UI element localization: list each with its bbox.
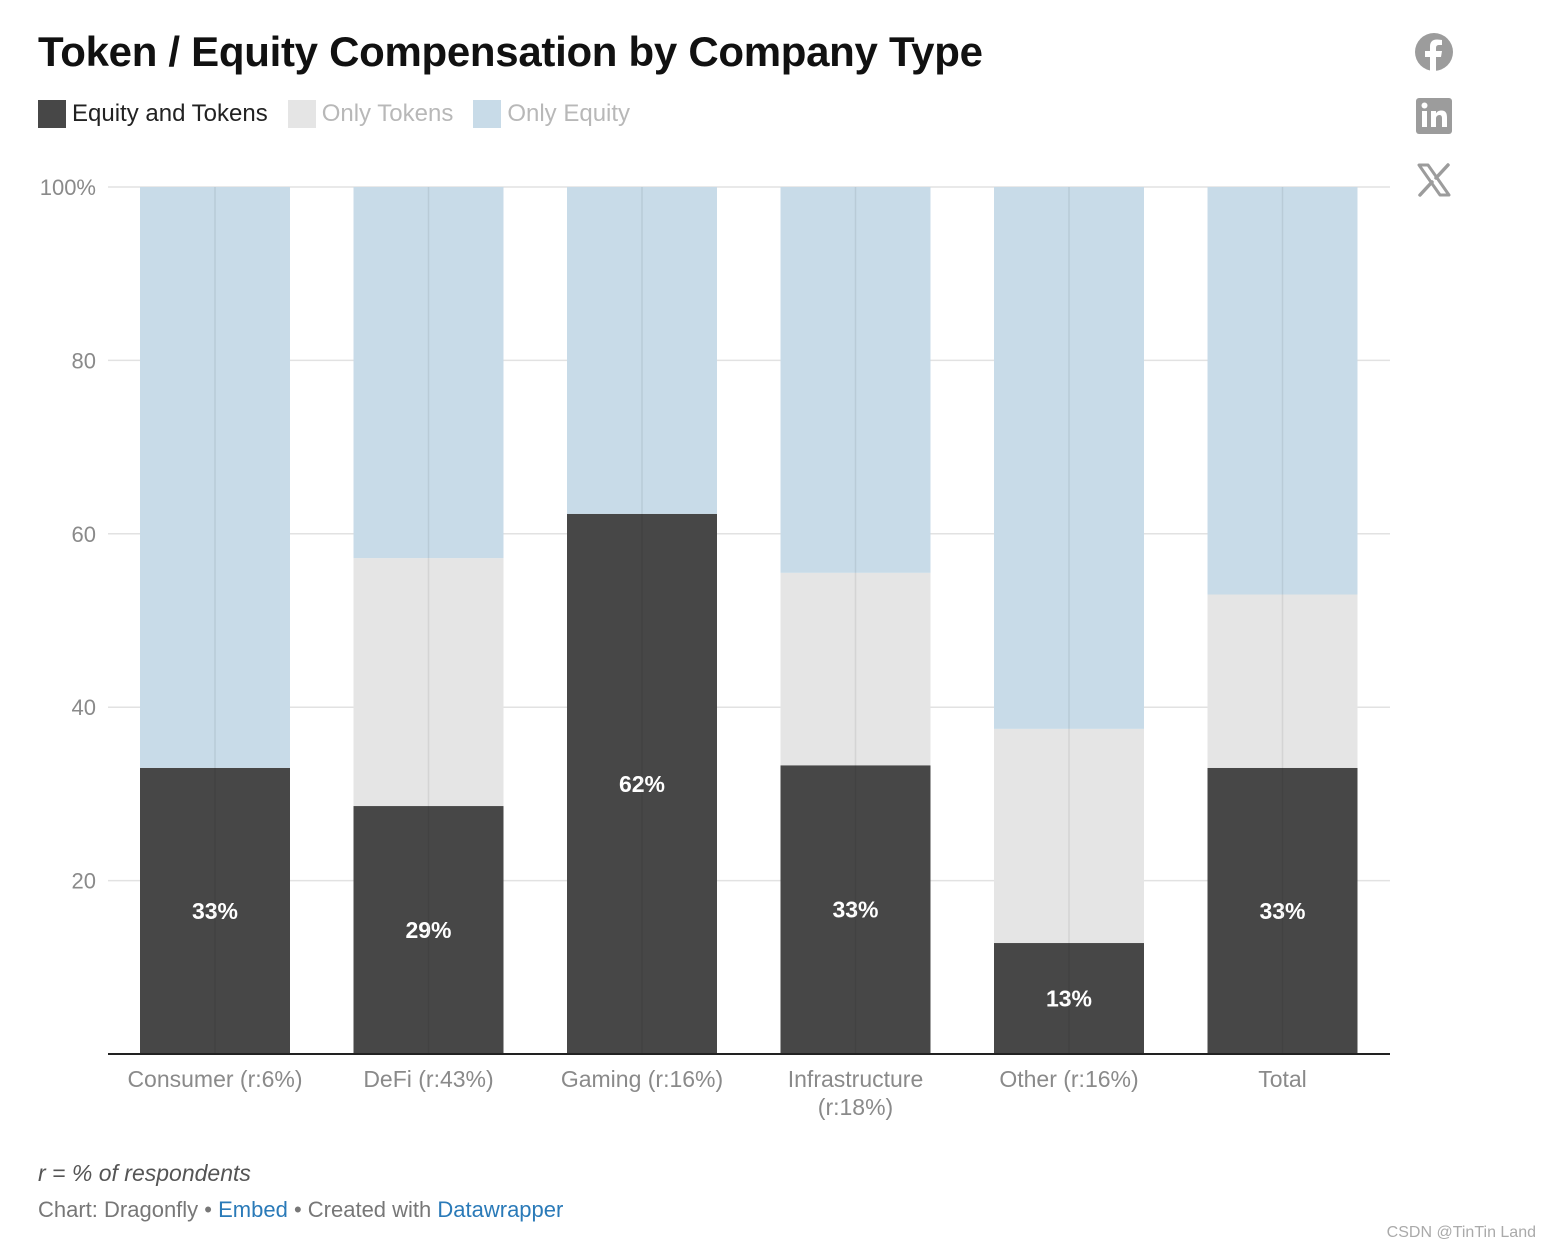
stacked-bar-chart: 20 40 60 80 100% 33% Consumer (r:6%) 29% DeFi (r… bbox=[40, 175, 1390, 1120]
legend-swatch-equity-and-tokens bbox=[38, 100, 66, 128]
y-tick-label: 20 bbox=[72, 869, 96, 894]
legend-item-only-equity[interactable]: Only Equity bbox=[473, 100, 630, 128]
embed-link[interactable]: Embed bbox=[218, 1197, 288, 1222]
legend-item-only-tokens[interactable]: Only Tokens bbox=[287, 100, 454, 128]
bar-segment bbox=[1207, 767, 1358, 1054]
bar-segment bbox=[994, 943, 1144, 1054]
x-category-label: Total bbox=[1258, 1066, 1307, 1092]
x-category-label: (r:18%) bbox=[818, 1094, 893, 1120]
bar-segment bbox=[353, 806, 504, 1054]
footnote: r = % of respondents bbox=[38, 1160, 251, 1186]
bar-segment bbox=[567, 513, 717, 1054]
chart-title: Token / Equity Compensation by Company T… bbox=[38, 28, 983, 75]
bar-segment bbox=[353, 558, 504, 807]
facebook-icon[interactable] bbox=[1412, 30, 1456, 74]
y-tick-label: 100% bbox=[40, 175, 96, 200]
share-buttons bbox=[1410, 30, 1458, 222]
bar-segment bbox=[994, 728, 1144, 944]
bar-segment bbox=[780, 765, 931, 1054]
y-tick-label: 60 bbox=[72, 522, 96, 547]
bar-segment bbox=[994, 187, 1144, 729]
legend: Equity and Tokens Only Tokens Only Equit… bbox=[38, 100, 650, 128]
x-category-label: DeFi (r:43%) bbox=[363, 1066, 493, 1092]
separator: • bbox=[198, 1197, 219, 1222]
data-label: 13% bbox=[1046, 986, 1092, 1012]
bar-segment bbox=[780, 572, 931, 766]
chart-source: Chart: Dragonfly bbox=[38, 1197, 199, 1222]
bar-segment bbox=[140, 767, 290, 1054]
legend-label: Only Tokens bbox=[321, 100, 454, 127]
legend-item-equity-and-tokens[interactable]: Equity and Tokens bbox=[38, 100, 268, 128]
legend-swatch-only-equity bbox=[473, 100, 502, 128]
x-category-label: Gaming (r:16%) bbox=[561, 1066, 723, 1092]
data-label: 29% bbox=[405, 917, 451, 943]
watermark: CSDN @TinTin Land bbox=[1386, 1224, 1536, 1241]
legend-label: Only Equity bbox=[507, 100, 631, 127]
bar-segment bbox=[567, 187, 717, 514]
created-with-text: • Created with bbox=[287, 1197, 438, 1222]
datawrapper-link[interactable]: Datawrapper bbox=[437, 1197, 564, 1222]
y-tick-label: 40 bbox=[72, 695, 96, 720]
x-category-label: Consumer (r:6%) bbox=[127, 1066, 302, 1092]
linkedin-icon[interactable] bbox=[1412, 94, 1456, 138]
x-icon[interactable] bbox=[1412, 158, 1456, 202]
data-label: 33% bbox=[832, 897, 878, 923]
x-category-label: Infrastructure bbox=[788, 1066, 924, 1092]
bar-segment bbox=[780, 187, 931, 573]
bar-segment bbox=[140, 187, 290, 768]
data-label: 62% bbox=[619, 771, 665, 797]
x-category-label: Other (r:16%) bbox=[999, 1066, 1138, 1092]
data-label: 33% bbox=[1259, 898, 1305, 924]
data-label: 33% bbox=[192, 898, 238, 924]
legend-swatch-only-tokens bbox=[287, 100, 316, 128]
bar-segment bbox=[1207, 594, 1358, 768]
credits-line: Chart: Dragonfly • Embed • Created with … bbox=[38, 1197, 563, 1223]
legend-label: Equity and Tokens bbox=[72, 100, 268, 127]
bar-segment bbox=[1207, 187, 1358, 595]
bar-segment bbox=[353, 187, 504, 559]
y-tick-label: 80 bbox=[72, 348, 96, 373]
